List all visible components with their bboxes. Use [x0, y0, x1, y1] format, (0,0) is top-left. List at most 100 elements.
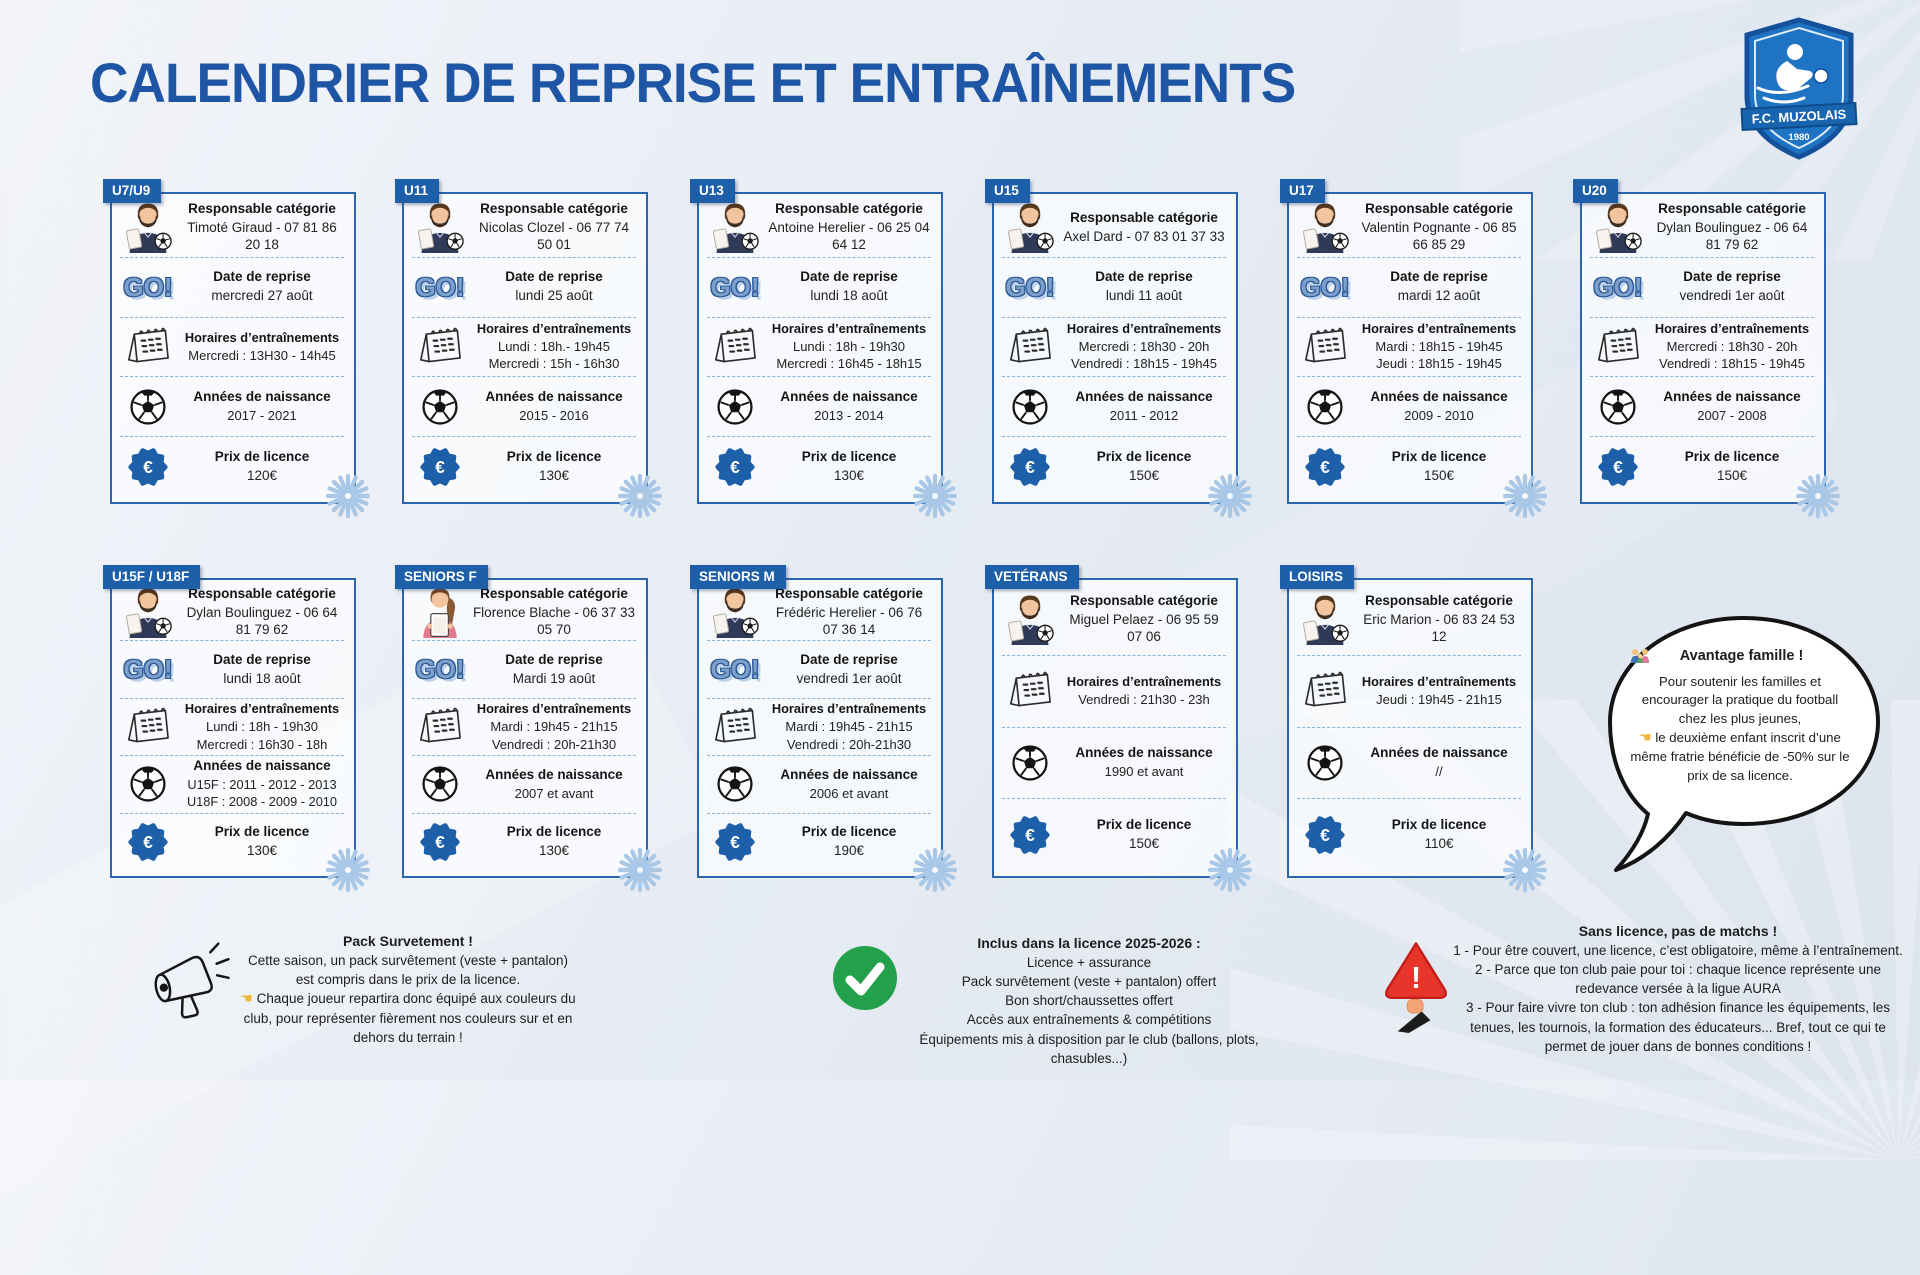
prix-text: Prix de licence 130€	[472, 824, 636, 859]
naissance-text: Années de naissance 2017 - 2021	[180, 389, 344, 424]
prix-value: 110€	[1424, 835, 1454, 851]
male-coach-illustration	[125, 203, 172, 254]
naissance-line: 2007 et avant	[514, 785, 594, 801]
snowflake-burst-icon	[1795, 473, 1841, 519]
horaire-line: Mardi : 19h45 - 21h15	[490, 718, 618, 734]
card-body: Responsable catégorie Dylan Boulinguez -…	[112, 580, 354, 876]
coach-avatar	[1297, 201, 1353, 254]
euro-badge-icon: €	[1002, 446, 1058, 488]
coach-avatar	[120, 201, 176, 254]
naissance-line: U18F : 2008 - 2009 - 2010	[186, 794, 338, 810]
prix-value: 150€	[1128, 835, 1160, 851]
female-coach-illustration	[423, 588, 457, 639]
coach-avatar	[1002, 593, 1058, 646]
text-line: Accès aux entraînements & compétitions	[966, 1012, 1212, 1028]
reprise-text: Date de reprise vendredi 1er août	[1650, 269, 1814, 304]
responsable-value: Eric Marion - 06 83 24 53 12	[1363, 611, 1515, 645]
responsable-row: Responsable catégorie Valentin Pognante …	[1297, 198, 1521, 258]
go-icon: GO!	[415, 654, 465, 685]
responsable-text: Responsable catégorie Dylan Boulinguez -…	[1650, 201, 1814, 254]
naissance-value: 2011 - 2012	[1062, 407, 1226, 425]
responsable-row: Responsable catégorie Eric Marion - 06 8…	[1297, 584, 1521, 656]
football-icon	[1297, 744, 1353, 782]
pack-note: Pack Survetement ! Cette saison, un pack…	[240, 932, 576, 1047]
prix-value: 150€	[1716, 467, 1748, 483]
reprise-value: lundi 25 août	[515, 288, 593, 304]
reprise-value: Mardi 19 août	[512, 670, 596, 686]
prix-value: 150€	[1128, 467, 1160, 483]
horaires-label: Horaires d’entraînements	[184, 329, 340, 345]
calendar-icon	[707, 706, 763, 748]
included-items: Licence + assurance Pack survêtement (ves…	[903, 953, 1275, 1068]
responsable-value: Nicolas Clozel - 06 77 74 50 01	[478, 219, 630, 253]
reprise-value: lundi 11 août	[1105, 288, 1183, 304]
horaire-line: Lundi : 18h.- 19h45	[497, 338, 611, 354]
prix-text: Prix de licence 130€	[180, 824, 344, 859]
prix-label: Prix de licence	[1096, 448, 1192, 464]
naissance-line: 2007 - 2008	[1697, 407, 1767, 423]
responsable-text: Responsable catégorie Valentin Pognante …	[1357, 201, 1521, 254]
naissance-line: 2017 - 2021	[227, 407, 297, 423]
svg-text:€: €	[1025, 825, 1035, 845]
reprise-text: Date de reprise mardi 12 août	[1357, 269, 1521, 304]
go-icon: GO!	[415, 271, 465, 302]
naissance-line: //	[1435, 764, 1443, 780]
coach-avatar	[707, 586, 763, 639]
warning-title: Sans licence, pas de matchs !	[1578, 923, 1778, 939]
reprise-row: GO! Date de reprise lundi 18 août	[120, 641, 344, 699]
reprise-text: Date de reprise lundi 18 août	[767, 269, 931, 304]
prix-text: Prix de licence 150€	[1357, 449, 1521, 484]
euro-badge-icon: €	[1297, 814, 1353, 856]
reprise-text: Date de reprise lundi 18 août	[180, 652, 344, 687]
male-coach-illustration	[1007, 203, 1054, 254]
horaires-label: Horaires d’entraînements	[1066, 320, 1222, 336]
prix-label: Prix de licence	[506, 448, 602, 464]
responsable-value: Dylan Boulinguez - 06 64 81 79 62	[186, 604, 338, 638]
naissance-text: Années de naissance 2007 - 2008	[1650, 389, 1814, 424]
football-icon	[707, 765, 763, 803]
naissance-row: Années de naissance 2009 - 2010	[1297, 377, 1521, 438]
horaire-line: Lundi : 18h - 19h30	[792, 338, 906, 354]
male-coach-illustration	[417, 203, 464, 254]
responsable-value: Antoine Herelier - 06 25 04 64 12	[768, 219, 930, 253]
prix-row: € Prix de licence 130€	[707, 437, 931, 496]
reprise-value: vendredi 1er août	[1679, 288, 1785, 304]
euro-badge-icon: €	[1590, 446, 1646, 488]
horaire-line: Mercredi : 18h30 - 20h	[1666, 338, 1798, 354]
responsable-label: Responsable catégorie	[775, 200, 923, 216]
horaire-line: Mercredi : 18h30 - 20h	[1078, 338, 1210, 354]
coach-avatar	[412, 201, 468, 254]
responsable-label: Responsable catégorie	[1070, 592, 1218, 608]
snowflake-burst-icon	[1207, 473, 1253, 519]
reprise-label: Date de reprise	[800, 651, 898, 667]
coach-avatar	[412, 586, 468, 639]
responsable-value: Valentin Pognante - 06 85 66 85 29	[1361, 219, 1517, 253]
reprise-value: lundi 18 août	[810, 288, 888, 304]
responsable-value: Dylan Boulinguez - 06 64 81 79 62	[1656, 219, 1808, 253]
text-line: 2 - Parce que ton club paie pour toi : c…	[1474, 962, 1881, 997]
euro-badge-icon: €	[120, 446, 176, 488]
horaire-line: Vendredi : 20h-21h30	[786, 736, 912, 752]
prix-label: Prix de licence	[1391, 816, 1487, 832]
coach-avatar	[1590, 201, 1646, 254]
svg-text:€: €	[1025, 457, 1035, 477]
prix-row: € Prix de licence 150€	[1002, 437, 1226, 496]
football-icon	[1297, 388, 1353, 426]
svg-text:€: €	[1320, 825, 1330, 845]
responsable-label: Responsable catégorie	[188, 200, 336, 216]
calendar-icon	[412, 326, 468, 368]
prix-value: 150€	[1423, 467, 1455, 483]
coach-avatar	[1002, 201, 1058, 254]
pack-text-before: Cette saison, un pack survêtement (veste…	[247, 952, 569, 988]
responsable-text: Responsable catégorie Axel Dard - 07 83 …	[1062, 210, 1226, 245]
male-coach-illustration	[1302, 203, 1349, 254]
horaires-row: Horaires d’entraînements Vendredi : 21h3…	[1002, 656, 1226, 728]
calendar-icon	[1297, 670, 1353, 712]
go-icon: GO!	[1593, 271, 1643, 302]
horaire-line: Jeudi : 19h45 - 21h15	[1376, 691, 1502, 707]
reprise-row: GO! Date de reprise mercredi 27 août	[120, 258, 344, 318]
horaires-text: Horaires d’entraînements Mardi : 19h45 -…	[472, 701, 636, 753]
card-body: Responsable catégorie Miguel Pelaez - 06…	[994, 580, 1236, 876]
reprise-row: GO! Date de reprise lundi 18 août	[707, 258, 931, 318]
responsable-value: Miguel Pelaez - 06 95 59 07 06	[1069, 611, 1219, 645]
